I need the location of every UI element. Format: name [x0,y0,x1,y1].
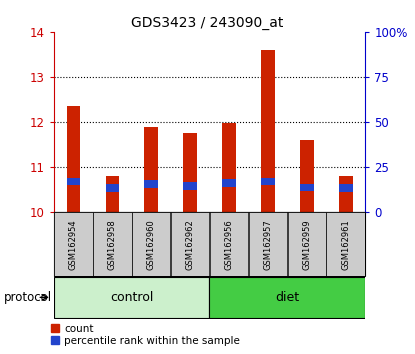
Text: GSM162957: GSM162957 [264,219,272,270]
Text: GSM162954: GSM162954 [69,219,78,270]
Text: GSM162962: GSM162962 [186,219,195,270]
FancyBboxPatch shape [210,277,365,318]
FancyBboxPatch shape [93,212,132,276]
Text: GSM162958: GSM162958 [108,219,117,270]
Bar [183,182,197,190]
Bar [66,178,80,185]
FancyBboxPatch shape [171,212,210,276]
Bar [144,127,158,212]
FancyBboxPatch shape [54,212,93,276]
Bar [300,183,314,191]
FancyBboxPatch shape [249,212,287,276]
Text: GDS3423 / 243090_at: GDS3423 / 243090_at [131,16,284,30]
Bar [105,184,119,192]
Bar [144,180,158,188]
FancyBboxPatch shape [327,212,365,276]
Bar [222,179,236,187]
FancyBboxPatch shape [288,212,326,276]
Text: GSM162961: GSM162961 [341,219,350,270]
Text: GSM162956: GSM162956 [225,219,234,270]
Bar [66,106,80,212]
Legend: count, percentile rank within the sample: count, percentile rank within the sample [51,324,240,346]
FancyBboxPatch shape [54,277,210,318]
Bar [300,140,314,212]
Text: GSM162960: GSM162960 [147,219,156,270]
Bar [183,133,197,212]
Text: diet: diet [275,291,300,304]
Bar [222,123,236,212]
Bar [339,176,353,212]
Text: GSM162959: GSM162959 [303,219,311,270]
Text: control: control [110,291,154,304]
FancyBboxPatch shape [210,212,248,276]
Bar [339,184,353,192]
Bar [261,178,275,185]
Bar [105,176,119,212]
Bar [261,50,275,212]
FancyBboxPatch shape [132,212,171,276]
FancyBboxPatch shape [54,212,365,276]
Text: protocol: protocol [4,291,52,304]
